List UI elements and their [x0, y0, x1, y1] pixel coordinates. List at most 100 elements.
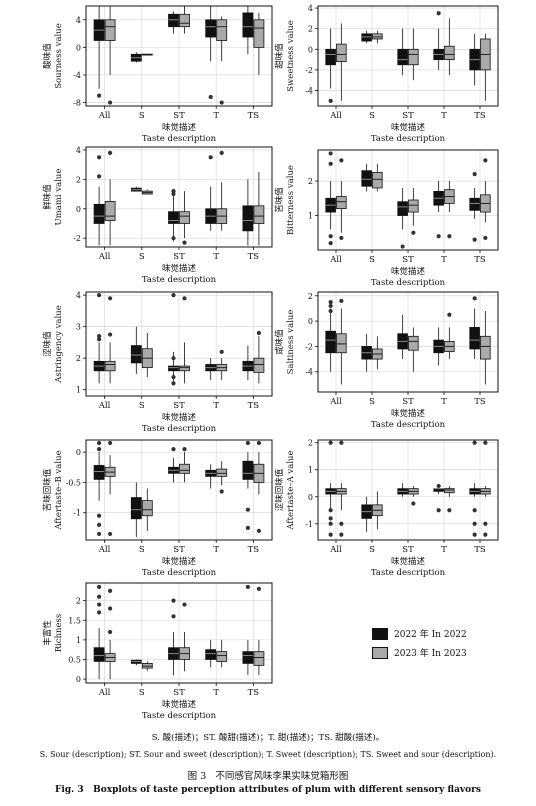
x-axis-label-en: Taste description	[371, 134, 446, 144]
outlier-point	[108, 150, 113, 155]
x-tick-label: TS	[474, 545, 486, 555]
x-tick-label: ST	[402, 111, 414, 121]
x-axis-label-en: Taste description	[371, 278, 446, 288]
outlier-point	[256, 330, 261, 336]
figure-caption-zh: 图 3 不同感官风味李果实味觉箱形图	[0, 768, 536, 782]
y-tick-label: -4	[73, 71, 81, 80]
y-axis-label-zh: 涩味回味值	[274, 468, 285, 511]
outlier-point	[328, 508, 333, 513]
box-2023	[104, 360, 116, 372]
box-2022	[361, 33, 372, 42]
x-tick-label: S	[139, 252, 145, 262]
y-tick-label: 3	[76, 323, 81, 332]
box-2023	[104, 201, 116, 221]
x-tick-label: All	[98, 401, 111, 411]
outlier-point	[182, 240, 187, 245]
y-tick-label: 4	[308, 4, 313, 13]
box-2022	[469, 327, 480, 350]
box-2023	[253, 651, 265, 666]
y-axis-label-zh: 酸味值	[42, 43, 53, 69]
box-2022	[361, 170, 372, 187]
box-2023	[104, 19, 116, 41]
outlier-point	[328, 161, 333, 166]
box-2023	[179, 211, 190, 224]
y-tick-label: -8	[73, 99, 81, 108]
box-2023	[408, 48, 419, 66]
outlier-point	[436, 483, 441, 489]
x-axis-label-zh: 味觉描述	[391, 556, 426, 567]
box-2023	[179, 463, 190, 474]
y-tick-label: -2	[73, 234, 81, 243]
outlier-point	[219, 489, 224, 494]
y-tick-label: -1	[73, 509, 81, 518]
outlier-point	[171, 356, 176, 361]
legend-item-2023: 2023 年 In 2023	[372, 646, 467, 659]
y-axis-label-zh: 苦味值	[274, 187, 285, 213]
outlier-point	[182, 296, 187, 301]
x-tick-label: TS	[248, 401, 260, 411]
outlier-point	[97, 337, 102, 342]
x-tick-label: ST	[402, 545, 414, 555]
box-2023	[372, 33, 383, 40]
x-tick-label: T	[441, 545, 447, 555]
outlier-point	[97, 446, 102, 452]
box-2023	[216, 651, 228, 662]
outlier-point	[472, 508, 477, 513]
outlier-point	[219, 100, 224, 105]
y-tick-label: 4	[76, 16, 81, 25]
outlier-point	[339, 158, 344, 163]
y-tick-label: 1.5	[68, 616, 81, 625]
outlier-point	[400, 244, 405, 249]
box-2022	[93, 203, 105, 224]
outlier-point	[245, 440, 250, 446]
outlier-point	[97, 334, 102, 339]
outlier-point	[436, 508, 441, 513]
outlier-point	[108, 588, 113, 593]
y-axis-label-en: Aftertaste–A value	[286, 450, 296, 530]
y-axis-label-en: Aftertaste–B value	[54, 450, 64, 530]
outlier-point	[472, 237, 477, 242]
x-axis-label-zh: 味觉描述	[162, 412, 197, 423]
box-2022	[242, 651, 254, 664]
figure-title-zh: 不同感官风味李果实味觉箱形图	[215, 771, 349, 782]
outlier-point	[182, 446, 187, 452]
footnote-zh: S. 酸(描述)；ST. 酸甜(描述)；T. 甜(描述)；TS. 甜酸(描述)。	[151, 733, 385, 743]
x-axis-label-en: Taste description	[142, 275, 217, 285]
outlier-point	[483, 440, 488, 445]
outlier-point	[411, 230, 416, 235]
outlier-point	[339, 532, 344, 537]
x-tick-label: T	[213, 545, 219, 555]
footnote-en: S. Sour (description); ST. Sour and swee…	[39, 750, 497, 759]
box-2022	[205, 19, 217, 38]
outlier-point	[447, 508, 452, 513]
x-tick-label: ST	[173, 111, 185, 121]
x-tick-label: S	[139, 111, 145, 121]
x-tick-label: All	[329, 545, 342, 555]
box-2023	[216, 468, 228, 477]
outlier-point	[339, 521, 344, 526]
outlier-point	[171, 191, 176, 197]
figure-number-en: Fig. 3	[55, 785, 84, 795]
outlier-point	[328, 234, 333, 239]
outlier-point	[483, 235, 488, 241]
y-tick-label: 2	[308, 25, 313, 34]
y-axis-label-en: Astringency value	[54, 305, 64, 383]
x-axis-label-zh: 味觉描述	[162, 122, 197, 133]
x-tick-label: TS	[474, 397, 486, 407]
outlier-point	[97, 584, 102, 590]
x-tick-label: ST	[402, 255, 414, 265]
y-tick-label: 0	[76, 448, 81, 457]
box-2023	[444, 488, 455, 494]
x-tick-label: TS	[248, 252, 260, 262]
outlier-point	[97, 293, 102, 298]
x-tick-label: All	[98, 252, 111, 262]
y-tick-label: 0	[308, 45, 313, 54]
x-tick-label: S	[369, 397, 375, 407]
box-2023	[480, 335, 491, 360]
x-tick-label: T	[213, 252, 219, 262]
